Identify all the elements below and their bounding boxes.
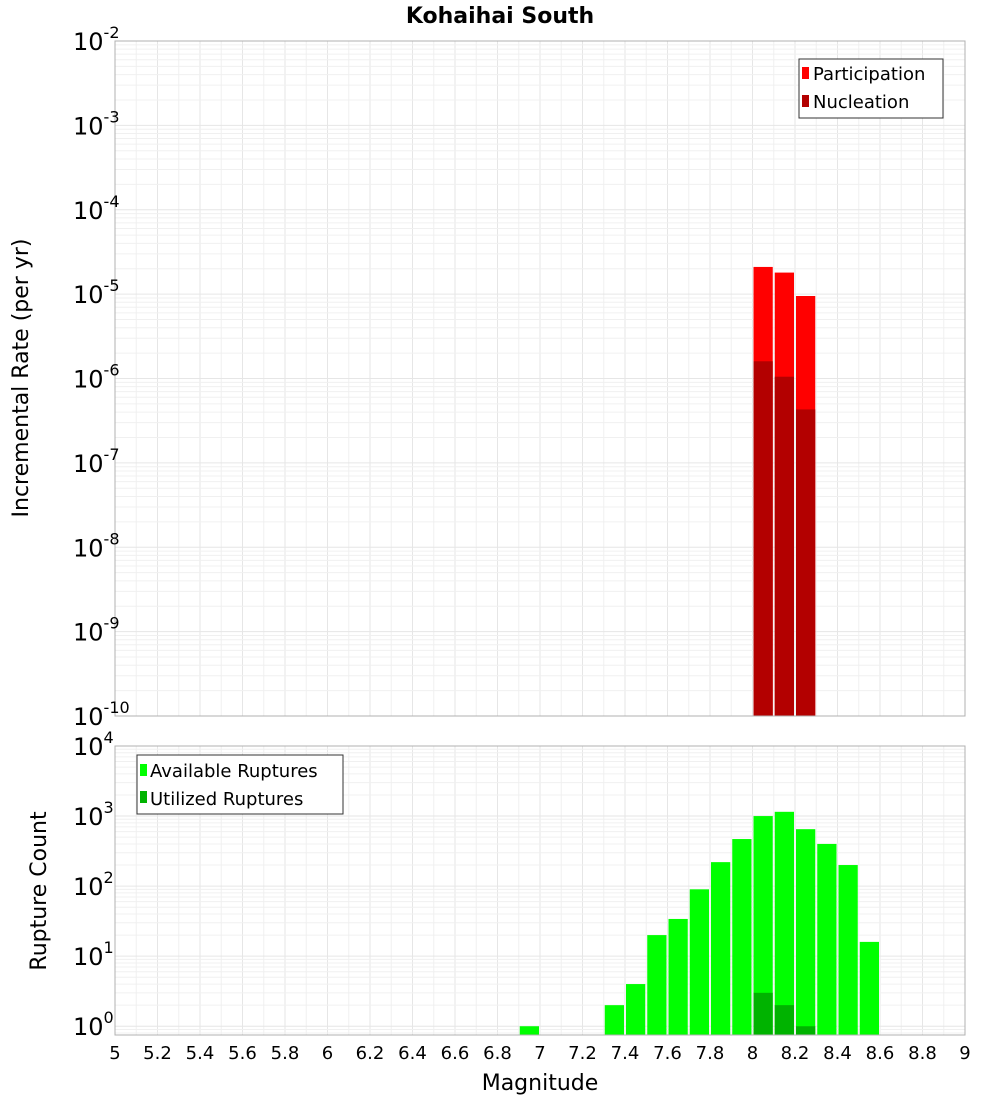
magnitude-tick-labels: 5 5.2 5.4 5.6 5.8 6 6.2 6.4 6.6 6.8 7 7.2 7.4 7.6 7.8 8… bbox=[109, 1043, 970, 1064]
rate-y-tick-label: 10-8 bbox=[73, 529, 120, 562]
legend-swatch-participation bbox=[802, 67, 809, 79]
magnitude-tick-label: 6.4 bbox=[398, 1043, 427, 1064]
magnitude-tick-label: 6.2 bbox=[356, 1043, 385, 1064]
count-bar-available-ruptures bbox=[604, 1005, 624, 1035]
magnitude-tick-label: 9 bbox=[959, 1043, 970, 1064]
magnitude-tick-label: 5.8 bbox=[271, 1043, 300, 1064]
count-bar-available-ruptures bbox=[753, 816, 773, 1035]
magnitude-tick-label: 7.2 bbox=[568, 1043, 597, 1064]
rate-y-tick-label: 10-4 bbox=[73, 192, 120, 225]
rate-y-axis-label: Incremental Rate (per yr) bbox=[9, 239, 34, 518]
rate-bars bbox=[753, 266, 816, 716]
legend-label-participation: Participation bbox=[813, 64, 925, 85]
count-bar-available-ruptures bbox=[774, 811, 794, 1035]
count-bar-available-ruptures bbox=[519, 1026, 539, 1035]
count-bar-available-ruptures bbox=[711, 862, 731, 1035]
x-axis-label: Magnitude bbox=[482, 1071, 599, 1096]
magnitude-tick-label: 8.6 bbox=[866, 1043, 895, 1064]
legend-swatch-utilized bbox=[140, 791, 147, 803]
rate-bar-nucleation bbox=[774, 376, 794, 716]
count-y-tick-label: 104 bbox=[73, 728, 114, 761]
count-legend-box bbox=[136, 754, 344, 815]
count-bar-utilized-ruptures bbox=[774, 1005, 794, 1035]
magnitude-tick-label: 7.6 bbox=[653, 1043, 682, 1064]
chart-title: Kohaihai South bbox=[406, 4, 594, 29]
count-bar-available-ruptures bbox=[626, 984, 646, 1035]
rate-grid bbox=[114, 40, 966, 717]
magnitude-tick-label: 5.4 bbox=[186, 1043, 215, 1064]
count-panel: 100 101 102 103 104 5 5.2 5.4 5.6 5.8 6 6.2 6.4 6.6 6… bbox=[27, 728, 971, 1096]
count-legend: Available Ruptures Utilized Ruptures bbox=[136, 754, 344, 815]
rate-legend: Participation Nucleation bbox=[798, 58, 944, 119]
rate-plot-frame bbox=[114, 40, 966, 717]
magnitude-tick-label: 5.6 bbox=[228, 1043, 257, 1064]
count-y-tick-labels: 100 101 102 103 104 bbox=[73, 728, 114, 1041]
count-y-tick-label: 103 bbox=[73, 798, 114, 831]
magnitude-tick-label: 7.4 bbox=[611, 1043, 640, 1064]
rate-y-tick-label: 10-2 bbox=[73, 23, 120, 56]
count-bar-available-ruptures bbox=[817, 843, 837, 1035]
count-bars bbox=[519, 811, 879, 1035]
rate-y-tick-label: 10-7 bbox=[73, 445, 120, 478]
magnitude-tick-label: 6.6 bbox=[441, 1043, 470, 1064]
magnitude-tick-label: 7 bbox=[534, 1043, 545, 1064]
rate-y-tick-labels: 10-10 10-9 10-8 10-7 10-6 10-5 10-4 10-3 10-2 bbox=[73, 23, 130, 731]
count-bar-available-ruptures bbox=[859, 941, 879, 1035]
legend-label-available: Available Ruptures bbox=[150, 761, 318, 782]
magnitude-tick-label: 8 bbox=[747, 1043, 758, 1064]
count-y-tick-label: 101 bbox=[73, 938, 114, 971]
rate-y-tick-label: 10-10 bbox=[73, 698, 130, 731]
rate-bar-nucleation bbox=[753, 361, 773, 716]
rate-y-tick-label: 10-3 bbox=[73, 107, 120, 140]
legend-swatch-nucleation bbox=[802, 95, 809, 107]
count-y-tick-label: 102 bbox=[73, 868, 114, 901]
magnitude-tick-label: 8.8 bbox=[908, 1043, 937, 1064]
count-y-tick-label: 100 bbox=[73, 1008, 114, 1041]
count-bar-available-ruptures bbox=[668, 918, 688, 1035]
rate-legend-box bbox=[798, 58, 944, 119]
count-bar-available-ruptures bbox=[689, 889, 709, 1035]
count-bar-available-ruptures bbox=[647, 935, 667, 1035]
count-y-axis-label: Rupture Count bbox=[27, 811, 52, 971]
count-bar-available-ruptures bbox=[796, 829, 816, 1035]
magnitude-tick-label: 7.8 bbox=[696, 1043, 725, 1064]
rate-y-tick-label: 10-5 bbox=[73, 276, 120, 309]
count-bar-utilized-ruptures bbox=[753, 992, 773, 1035]
magnitude-tick-label: 8.2 bbox=[781, 1043, 810, 1064]
legend-swatch-available bbox=[140, 764, 147, 776]
rate-y-tick-label: 10-9 bbox=[73, 614, 120, 647]
magnitude-tick-label: 5.2 bbox=[143, 1043, 172, 1064]
count-bar-available-ruptures bbox=[732, 839, 752, 1035]
rate-bar-nucleation bbox=[796, 409, 816, 716]
rate-panel: 10-10 10-9 10-8 10-7 10-6 10-5 10-4 10-3 10-2 In… bbox=[9, 23, 966, 731]
magnitude-tick-label: 6.8 bbox=[483, 1043, 512, 1064]
count-bar-available-ruptures bbox=[838, 865, 858, 1035]
legend-label-utilized: Utilized Ruptures bbox=[150, 789, 303, 810]
count-plot-frame bbox=[114, 745, 966, 1036]
legend-label-nucleation: Nucleation bbox=[813, 92, 909, 113]
magnitude-tick-label: 8.4 bbox=[823, 1043, 852, 1064]
magnitude-tick-label: 6 bbox=[322, 1043, 333, 1064]
rate-y-tick-label: 10-6 bbox=[73, 361, 120, 394]
magnitude-tick-label: 5 bbox=[109, 1043, 120, 1064]
count-bar-utilized-ruptures bbox=[796, 1026, 816, 1035]
